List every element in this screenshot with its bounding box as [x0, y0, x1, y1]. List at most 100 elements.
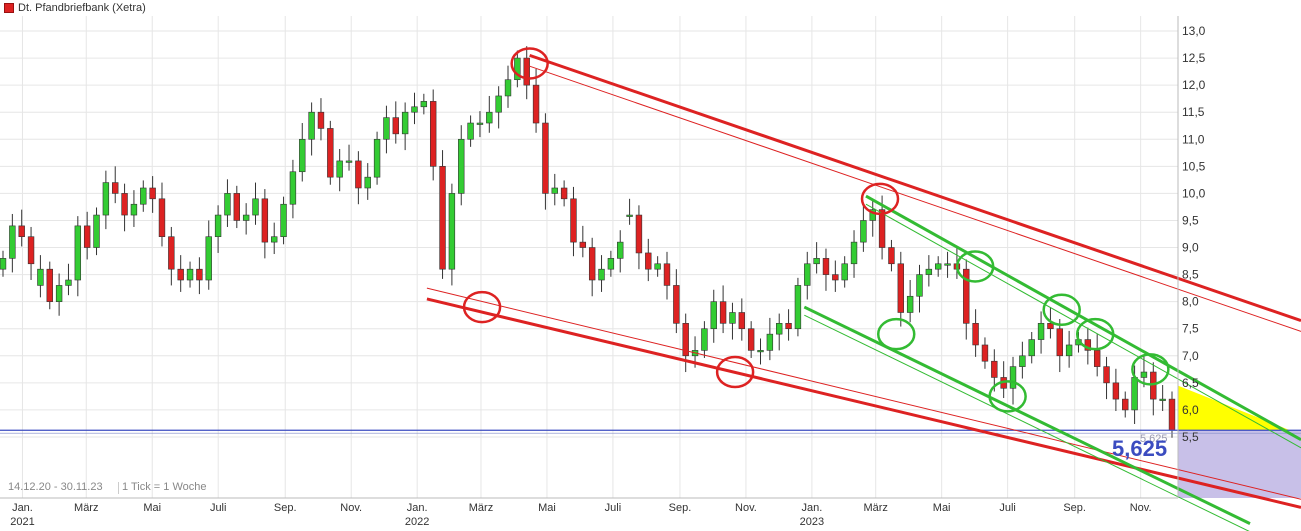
- candle-body: [579, 241, 587, 248]
- candle-body: [140, 187, 147, 205]
- y-tick-label: 7,0: [1182, 349, 1199, 363]
- x-tick-label: Sep.: [669, 502, 692, 514]
- candle-body: [1047, 323, 1054, 330]
- candlestick-series: [0, 46, 1301, 438]
- x-tick-label: Nov.: [340, 502, 362, 514]
- candle-body: [635, 214, 643, 254]
- y-tick-label: 10,0: [1182, 186, 1206, 200]
- target-zone-lavender: [1178, 430, 1301, 498]
- candle-body: [944, 263, 951, 266]
- y-tick-label: 8,0: [1182, 295, 1199, 309]
- candle-body: [804, 263, 811, 286]
- last-price-value: 5,625: [1112, 436, 1168, 461]
- candle-body: [532, 84, 540, 124]
- candle-body: [832, 274, 839, 281]
- candle-body: [121, 193, 128, 216]
- candle-body: [1103, 366, 1110, 384]
- candle-body: [551, 187, 558, 194]
- red-channel-lower-thin: [426, 287, 1301, 500]
- candle-body: [299, 138, 306, 173]
- green-channel-upper-thin: [865, 203, 1301, 449]
- candle-body: [906, 295, 914, 313]
- candle-body: [888, 247, 895, 265]
- candle-body: [504, 79, 512, 97]
- candle-body: [317, 111, 325, 129]
- y-tick-label: 13,0: [1182, 24, 1206, 38]
- y-tick-label: 8,5: [1182, 268, 1199, 282]
- channel-annotations: [426, 47, 1301, 531]
- candle-body: [383, 117, 390, 140]
- candle-body: [83, 225, 91, 248]
- candle-body: [813, 258, 820, 265]
- candle-body: [476, 122, 484, 125]
- candle-body: [1131, 377, 1138, 411]
- candle-body: [308, 111, 315, 140]
- x-tick-label: Mai: [143, 502, 161, 514]
- red-channel-upper: [529, 53, 1301, 323]
- candle-body: [1168, 398, 1176, 431]
- candle-body: [149, 187, 156, 200]
- green-channel-upper: [865, 194, 1301, 442]
- x-axis: Jan. 2021 März Mai Juli Sep. Nov. Jan. 2022 März M…: [0, 497, 1178, 528]
- y-tick-label: 9,0: [1182, 241, 1199, 255]
- candle-body: [757, 350, 764, 353]
- candle-body: [1112, 382, 1120, 400]
- candle-body: [93, 214, 100, 248]
- green-channel-lower: [803, 305, 1251, 525]
- candle-body: [205, 236, 212, 281]
- y-tick-label: 10,5: [1182, 159, 1206, 173]
- footer-separator: [118, 482, 119, 494]
- candle-body: [663, 263, 671, 286]
- candle-body: [598, 268, 605, 281]
- x-tick-label: Jan.: [801, 502, 822, 514]
- x-tick-label: März: [863, 502, 887, 514]
- legend-swatch-icon: [4, 3, 14, 13]
- candle-body: [458, 138, 465, 194]
- candle-body: [0, 258, 7, 270]
- candle-body: [1159, 398, 1166, 401]
- touch-point-circle: [860, 182, 900, 216]
- candle-body: [27, 236, 35, 265]
- candle-body: [177, 268, 184, 281]
- candle-body: [925, 268, 933, 275]
- x-tick-year: 2021: [10, 516, 34, 528]
- candle-body: [345, 160, 353, 163]
- x-tick-label: Nov.: [735, 502, 757, 514]
- candle-body: [429, 101, 437, 167]
- candle-body: [411, 106, 418, 113]
- candle-body: [18, 225, 25, 238]
- candle-body: [645, 252, 652, 270]
- candle-body: [420, 101, 428, 108]
- touch-point-circle: [988, 380, 1027, 413]
- y-tick-label: 12,0: [1182, 78, 1206, 92]
- y-tick-label: 6,5: [1182, 376, 1199, 390]
- candle-body: [1084, 339, 1092, 351]
- candle-body: [37, 268, 44, 286]
- candle-body: [607, 258, 615, 270]
- candle-body: [991, 360, 998, 378]
- candle-body: [850, 241, 858, 265]
- x-tick-year: 2022: [405, 516, 429, 528]
- x-tick-label: Jan.: [12, 502, 33, 514]
- candle-body: [729, 312, 736, 324]
- candle-body: [1122, 398, 1129, 411]
- candle-body: [196, 268, 203, 281]
- candle-body: [401, 111, 409, 135]
- candle-body: [747, 328, 755, 351]
- touch-point-circle: [876, 317, 916, 351]
- target-zone-yellow: [1178, 385, 1290, 431]
- candle-body: [102, 182, 110, 216]
- candle-body: [233, 193, 240, 221]
- candle-body: [65, 279, 72, 286]
- candle-body: [972, 323, 979, 346]
- last-price-small: 5,625: [1140, 433, 1168, 445]
- candle-body: [261, 198, 269, 243]
- candle-body: [878, 209, 886, 248]
- candle-body: [822, 258, 830, 275]
- candle-body: [1056, 328, 1063, 357]
- candle-body: [112, 182, 119, 194]
- candle-body: [560, 187, 568, 200]
- candle-body: [486, 111, 493, 124]
- candle-body: [897, 263, 904, 313]
- x-tick-label: Jan.: [407, 502, 428, 514]
